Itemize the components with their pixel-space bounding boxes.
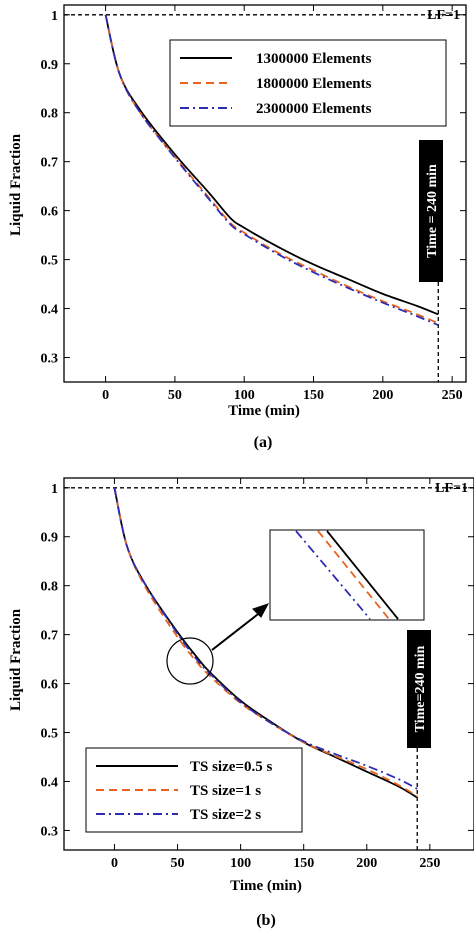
x-tick-label: 50 bbox=[168, 388, 182, 403]
chart-panel-b: Liquid Fraction Time (min) (b) 0.3 0.4 0.5… bbox=[8, 478, 474, 929]
x-tick-label: 50 bbox=[171, 856, 185, 871]
y-axis-label-b: Liquid Fraction bbox=[8, 608, 24, 711]
panel-caption-a: (a) bbox=[254, 434, 273, 451]
reference-line-label: LF=1 bbox=[427, 8, 460, 23]
y-tick-label: 0.5 bbox=[41, 254, 59, 269]
y-tick-label: 0.4 bbox=[41, 775, 59, 790]
y-tick-label: 1 bbox=[51, 482, 58, 497]
x-tick-label: 200 bbox=[372, 388, 393, 403]
zoom-arrow bbox=[212, 611, 262, 650]
y-tick-label: 0.4 bbox=[41, 303, 59, 318]
zoom-circle bbox=[167, 638, 213, 684]
x-tick-label: 0 bbox=[111, 856, 118, 871]
legend-label: 2300000 Elements bbox=[256, 101, 372, 117]
x-tick-label: 150 bbox=[303, 388, 324, 403]
x-tick-label: 100 bbox=[230, 856, 251, 871]
y-tick-label: 0.3 bbox=[41, 824, 59, 839]
zoom-inset-box bbox=[270, 530, 424, 620]
legend-label: TS size=2 s bbox=[190, 807, 261, 823]
y-tick-label: 0.8 bbox=[41, 580, 59, 595]
y-tick-label: 0.6 bbox=[41, 678, 59, 693]
x-tick-label: 200 bbox=[356, 856, 377, 871]
y-tick-label: 0.8 bbox=[41, 107, 59, 122]
y-tick-label: 0.6 bbox=[41, 205, 59, 220]
legend-label: 1300000 Elements bbox=[256, 51, 372, 67]
y-tick-label: 0.9 bbox=[41, 58, 59, 73]
legend-label: 1800000 Elements bbox=[256, 76, 372, 92]
x-tick-label: 250 bbox=[442, 388, 463, 403]
y-tick-label: 0.7 bbox=[41, 629, 59, 644]
x-tick-label: 0 bbox=[102, 388, 109, 403]
x-tick-label: 100 bbox=[234, 388, 255, 403]
y-tick-label: 0.9 bbox=[41, 531, 59, 546]
x-axis-label-b: Time (min) bbox=[230, 878, 302, 894]
y-tick-label: 1 bbox=[51, 9, 58, 24]
chart-panel-a: Liquid Fraction Time (min) (a) 0.3 0.4 0.5… bbox=[8, 5, 466, 451]
x-tick-label: 150 bbox=[293, 856, 314, 871]
legend-label: TS size=0.5 s bbox=[190, 759, 272, 775]
panel-caption-b: (b) bbox=[256, 912, 276, 929]
x-axis-label-a: Time (min) bbox=[228, 403, 300, 419]
y-tick-label: 0.5 bbox=[41, 727, 59, 742]
y-tick-label: 0.3 bbox=[41, 352, 59, 367]
time-marker-label: Time=240 min bbox=[413, 645, 428, 732]
time-marker-label: Time = 240 min bbox=[425, 164, 440, 258]
legend-label: TS size=1 s bbox=[190, 783, 261, 799]
y-axis-label-a: Liquid Fraction bbox=[8, 133, 24, 236]
y-tick-label: 0.7 bbox=[41, 156, 59, 171]
reference-line-label: LF=1 bbox=[435, 481, 468, 496]
x-tick-label: 250 bbox=[419, 856, 440, 871]
